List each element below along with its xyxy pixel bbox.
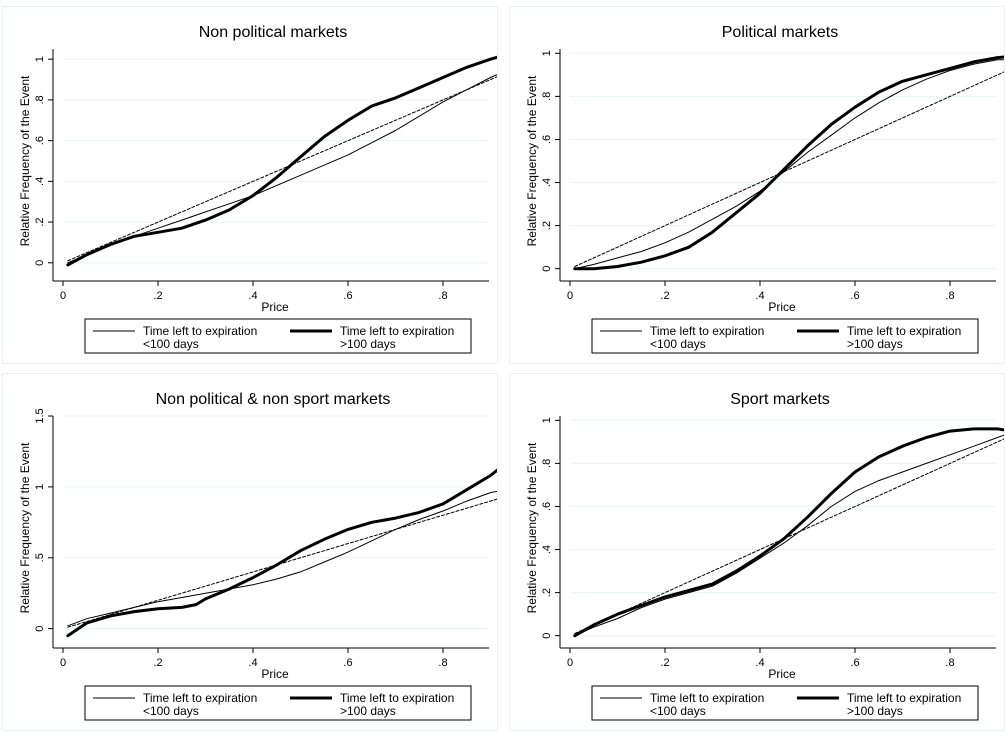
legend-label-thin-line2: <100 days (650, 704, 706, 718)
y-tick-label: .2 (34, 217, 46, 226)
y-axis-label: Relative Frequency of the Event (18, 442, 32, 613)
chart-title: Political markets (722, 24, 838, 41)
x-tick-label: .8 (945, 290, 954, 302)
y-tick-label: .4 (34, 177, 46, 186)
y-tick-label: 0 (541, 266, 553, 272)
legend-label-thick-line2: >100 days (847, 337, 903, 351)
legend-label-thick-line1: Time left to expiration (847, 324, 961, 338)
x-tick-label: .6 (850, 290, 859, 302)
reference-diagonal-line (67, 498, 497, 628)
legend-box (84, 685, 472, 721)
x-tick-label: .4 (248, 290, 257, 302)
legend-box (84, 318, 472, 354)
legend-box (591, 685, 979, 721)
x-tick-label: 0 (60, 290, 66, 302)
y-tick-label: .4 (541, 545, 553, 554)
y-tick-label: .6 (541, 135, 553, 144)
chart-sport: Sport markets0.2.4.6.810.2.4.6.81PriceRe… (525, 391, 1004, 721)
y-tick-label: 1 (541, 50, 553, 56)
legend-label-thin-line2: <100 days (143, 704, 199, 718)
chart-panel-sport: Sport markets0.2.4.6.810.2.4.6.81PriceRe… (509, 373, 1005, 731)
x-tick-label: .8 (945, 657, 954, 669)
legend-label-thick-line2: >100 days (340, 337, 396, 351)
series-line-under-100-days (574, 59, 1004, 270)
series-line-over-100-days (66, 55, 497, 267)
chart-panel-non-political: Non political markets 0 .2 .4 .6 .8 1 0 .2 .4 .6 .8… (2, 6, 498, 364)
y-tick-label: .5 (34, 553, 46, 562)
y-tick-label: .8 (34, 95, 46, 104)
y-tick-label: 1 (34, 484, 46, 490)
x-tick-label: .2 (660, 657, 669, 669)
legend-label-thin-line2: <100 days (650, 337, 706, 351)
series-line-under-100-days (574, 434, 1004, 637)
y-axis-label: Relative Frequency of the Event (525, 442, 539, 613)
x-tick-label: .2 (153, 657, 162, 669)
legend-label-thin-line1: Time left to expiration (143, 324, 257, 338)
x-tick-label: .8 (438, 290, 447, 302)
x-tick-label: 0 (567, 657, 573, 669)
x-tick-label: .2 (153, 290, 162, 302)
y-axis-label: Relative Frequency of the Event (18, 75, 32, 246)
legend-label-thick-line1: Time left to expiration (340, 691, 454, 705)
series-line-over-100-days (573, 55, 1004, 271)
chart-non-political: Non political markets 0 .2 .4 .6 .8 1 0 .2 .4 .6 .8… (18, 24, 497, 354)
series-line-over-100-days (573, 427, 1004, 638)
chart-panel-political: Political markets0.2.4.6.810.2.4.6.81Pri… (509, 6, 1005, 364)
x-tick-label: .6 (850, 657, 859, 669)
x-tick-label: .6 (343, 290, 352, 302)
legend-box (591, 318, 979, 354)
x-tick-label: .4 (248, 657, 257, 669)
legend-label-thin-line2: <100 days (143, 337, 199, 351)
x-tick-label: 0 (60, 657, 66, 669)
y-tick-label: .8 (541, 92, 553, 101)
legend-label-thick-line2: >100 days (340, 704, 396, 718)
x-tick-label: .2 (660, 290, 669, 302)
chart-political: Political markets0.2.4.6.810.2.4.6.81Pri… (525, 24, 1004, 354)
y-tick-label: .6 (34, 136, 46, 145)
y-tick-label: 1.5 (34, 408, 46, 423)
y-tick-label: .6 (541, 502, 553, 511)
y-tick-label: 1 (34, 56, 46, 62)
reference-diagonal-line (574, 71, 1004, 267)
legend-label-thin-line1: Time left to expiration (650, 691, 764, 705)
series-line-over-100-days (66, 468, 497, 638)
y-tick-label: 0 (541, 633, 553, 639)
y-axis-label: Relative Frequency of the Event (525, 75, 539, 246)
chart-panel-non-political-non-sport: Non political & non sport markets 0 .5 1 1.5… (2, 373, 498, 731)
legend-label-thick-line1: Time left to expiration (340, 324, 454, 338)
y-tick-label: .2 (541, 221, 553, 230)
y-tick-label: 1 (541, 417, 553, 423)
x-axis-label: Price (768, 300, 796, 314)
x-axis-label: Price (261, 300, 289, 314)
legend-label-thin-line1: Time left to expiration (650, 324, 764, 338)
y-tick-label: 0 (34, 260, 46, 266)
x-tick-label: .4 (755, 657, 764, 669)
legend-label-thick-line2: >100 days (847, 704, 903, 718)
x-tick-label: .8 (438, 657, 447, 669)
y-tick-label: .2 (541, 588, 553, 597)
reference-diagonal-line (574, 438, 1004, 634)
x-tick-label: .4 (755, 290, 764, 302)
chart-title: Non political & non sport markets (156, 391, 391, 408)
x-axis-label: Price (768, 667, 796, 681)
legend-label-thin-line1: Time left to expiration (143, 691, 257, 705)
y-tick-label: 0 (34, 626, 46, 632)
y-tick-label: .4 (541, 178, 553, 187)
reference-diagonal-line (67, 76, 497, 262)
chart-non-political-non-sport: Non political & non sport markets 0 .5 1 1.5… (18, 391, 497, 721)
y-tick-label: .8 (541, 459, 553, 468)
chart-title: Sport markets (730, 391, 830, 408)
legend-label-thick-line1: Time left to expiration (847, 691, 961, 705)
x-tick-label: 0 (567, 290, 573, 302)
x-axis-label: Price (261, 667, 289, 681)
chart-title: Non political markets (199, 24, 348, 41)
x-tick-label: .6 (343, 657, 352, 669)
